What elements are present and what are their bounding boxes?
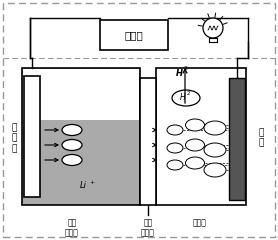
Text: 锂
电
极: 锂 电 极 [11,123,17,153]
Text: H: H [176,68,183,78]
Text: 水溶液: 水溶液 [193,218,207,227]
Text: +: + [89,180,94,186]
Ellipse shape [204,121,226,135]
Text: 2: 2 [187,91,190,96]
Bar [23,69,139,120]
Text: 碳
极: 碳 极 [258,128,264,148]
Ellipse shape [62,139,82,150]
Bar [140,78,156,205]
Ellipse shape [204,163,226,177]
Ellipse shape [204,143,226,157]
Ellipse shape [167,125,183,135]
Text: 固体
电解质: 固体 电解质 [141,218,155,237]
Text: Li: Li [80,180,87,190]
Circle shape [203,18,223,38]
Bar [229,78,245,200]
Ellipse shape [62,155,82,166]
Ellipse shape [185,157,205,169]
Bar [22,68,140,205]
Ellipse shape [167,143,183,153]
Ellipse shape [185,119,205,131]
Text: 集电器: 集电器 [125,30,143,40]
Ellipse shape [167,160,183,170]
Ellipse shape [62,125,82,136]
Text: 2: 2 [184,66,188,71]
Bar [156,68,246,205]
Text: 有机
电解质: 有机 电解质 [65,218,79,237]
Ellipse shape [172,90,200,106]
Text: H: H [180,94,186,102]
Ellipse shape [185,139,205,151]
Bar [24,76,40,197]
Bar [100,20,168,50]
